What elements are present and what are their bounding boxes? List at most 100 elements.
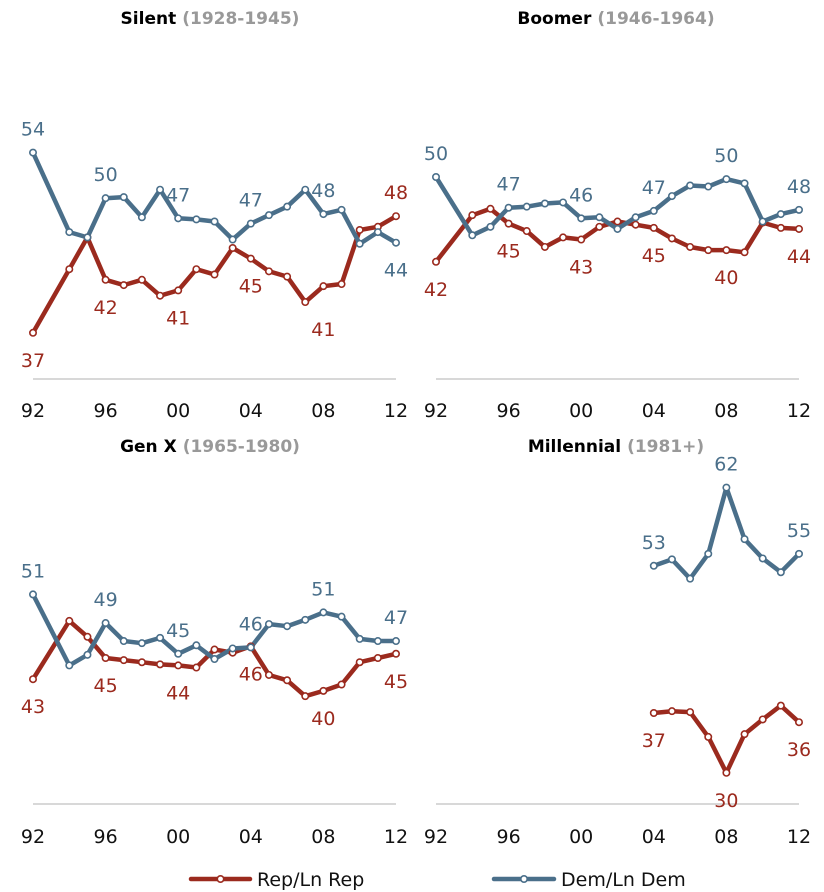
- data-label-dem: 55: [787, 520, 811, 542]
- data-point-rep: [264, 670, 273, 679]
- data-point-rep: [119, 656, 128, 665]
- data-point-rep: [468, 211, 477, 220]
- data-point-dem: [246, 643, 255, 652]
- data-point-rep: [337, 680, 346, 689]
- data-point-rep: [373, 653, 382, 662]
- data-point-rep: [686, 708, 695, 717]
- data-point-dem: [667, 192, 676, 201]
- data-label-rep: 30: [714, 790, 738, 812]
- data-point-rep: [776, 223, 785, 232]
- data-label-dem: 47: [497, 174, 521, 196]
- data-point-dem: [174, 214, 183, 223]
- data-point-rep: [301, 298, 310, 307]
- data-point-rep: [595, 222, 604, 231]
- data-point-dem: [119, 193, 128, 202]
- data-point-dem: [504, 203, 513, 212]
- data-label-rep: 43: [569, 257, 593, 279]
- data-point-dem: [156, 185, 165, 194]
- data-point-rep: [649, 708, 658, 717]
- data-point-dem: [337, 205, 346, 214]
- data-label-rep: 41: [166, 307, 190, 329]
- data-point-rep: [246, 254, 255, 263]
- data-point-rep: [794, 718, 803, 727]
- data-label-dem: 50: [94, 164, 118, 186]
- x-tick-label: 04: [642, 826, 666, 848]
- data-label-dem: 47: [239, 190, 263, 212]
- series-line-dem: [651, 485, 802, 581]
- data-point-rep: [337, 280, 346, 289]
- data-label-dem: 48: [787, 176, 811, 198]
- data-point-dem: [391, 637, 400, 646]
- data-label-rep: 45: [497, 241, 521, 263]
- data-point-rep: [391, 212, 400, 221]
- data-label-rep: 45: [239, 276, 263, 298]
- data-point-rep: [649, 223, 658, 232]
- data-point-rep: [119, 281, 128, 290]
- x-tick-label: 96: [497, 400, 521, 422]
- data-point-rep: [355, 225, 364, 234]
- data-point-dem: [722, 175, 731, 184]
- panel-title-main: Gen X: [120, 437, 177, 457]
- data-point-dem: [686, 574, 695, 583]
- data-point-rep: [156, 291, 165, 300]
- panel-title-main: Millennial: [528, 437, 621, 457]
- data-point-rep: [613, 217, 622, 226]
- data-point-rep: [137, 275, 146, 284]
- panel-millennial: Millennial (1981+) 92 96 00 04 08 12 37 30 36 53 62 5…: [424, 437, 811, 848]
- data-point-dem: [540, 199, 549, 208]
- data-label-rep: 45: [384, 671, 408, 693]
- data-point-rep: [431, 257, 440, 266]
- data-point-dem: [210, 217, 219, 226]
- data-point-dem: [65, 228, 74, 237]
- data-point-dem: [283, 202, 292, 211]
- data-point-rep: [391, 649, 400, 658]
- data-point-dem: [301, 185, 310, 194]
- data-label-dem: 50: [714, 145, 738, 167]
- legend-label-rep: Rep/Ln Rep: [257, 869, 364, 891]
- x-tick-label: 04: [239, 826, 263, 848]
- data-point-dem: [776, 568, 785, 577]
- x-tick-label: 00: [569, 826, 593, 848]
- data-point-rep: [65, 616, 74, 625]
- data-label-rep: 36: [787, 739, 811, 761]
- x-tick-label: 00: [569, 400, 593, 422]
- data-label-dem: 48: [311, 180, 335, 202]
- series-line-rep: [651, 703, 802, 776]
- data-point-rep: [137, 658, 146, 667]
- x-tick-label: 92: [21, 826, 45, 848]
- data-point-rep: [355, 658, 364, 667]
- data-point-dem: [28, 590, 37, 599]
- data-point-rep: [283, 676, 292, 685]
- data-point-rep: [631, 220, 640, 229]
- x-tick-label: 96: [94, 400, 118, 422]
- data-point-dem: [246, 219, 255, 228]
- data-point-dem: [28, 148, 37, 157]
- data-point-dem: [758, 554, 767, 563]
- data-point-dem: [156, 633, 165, 642]
- data-point-dem: [192, 215, 201, 224]
- data-point-dem: [264, 211, 273, 220]
- panel-title-years: (1946-1964): [597, 9, 714, 29]
- data-label-dem: 54: [21, 119, 45, 141]
- data-point-dem: [283, 622, 292, 631]
- data-point-rep: [540, 242, 549, 251]
- x-tick-label: 08: [311, 400, 335, 422]
- data-point-rep: [192, 663, 201, 672]
- legend-marker-rep: [216, 874, 225, 883]
- panel-title-main: Boomer: [517, 9, 592, 29]
- data-point-dem: [776, 210, 785, 219]
- data-point-dem: [667, 555, 676, 564]
- data-point-dem: [686, 181, 695, 190]
- data-point-rep: [686, 242, 695, 251]
- x-tick-label: 04: [642, 400, 666, 422]
- panel-silent: Silent (1928-1945) 92 96 00 04 08 12 37 42 41 45 41 4…: [21, 9, 408, 422]
- x-tick-label: 12: [787, 826, 811, 848]
- panel-title: Millennial (1981+): [528, 437, 704, 457]
- data-point-dem: [613, 224, 622, 233]
- data-label-rep: 37: [21, 350, 45, 372]
- data-point-dem: [704, 182, 713, 191]
- data-label-rep: 44: [166, 682, 190, 704]
- data-point-rep: [704, 246, 713, 255]
